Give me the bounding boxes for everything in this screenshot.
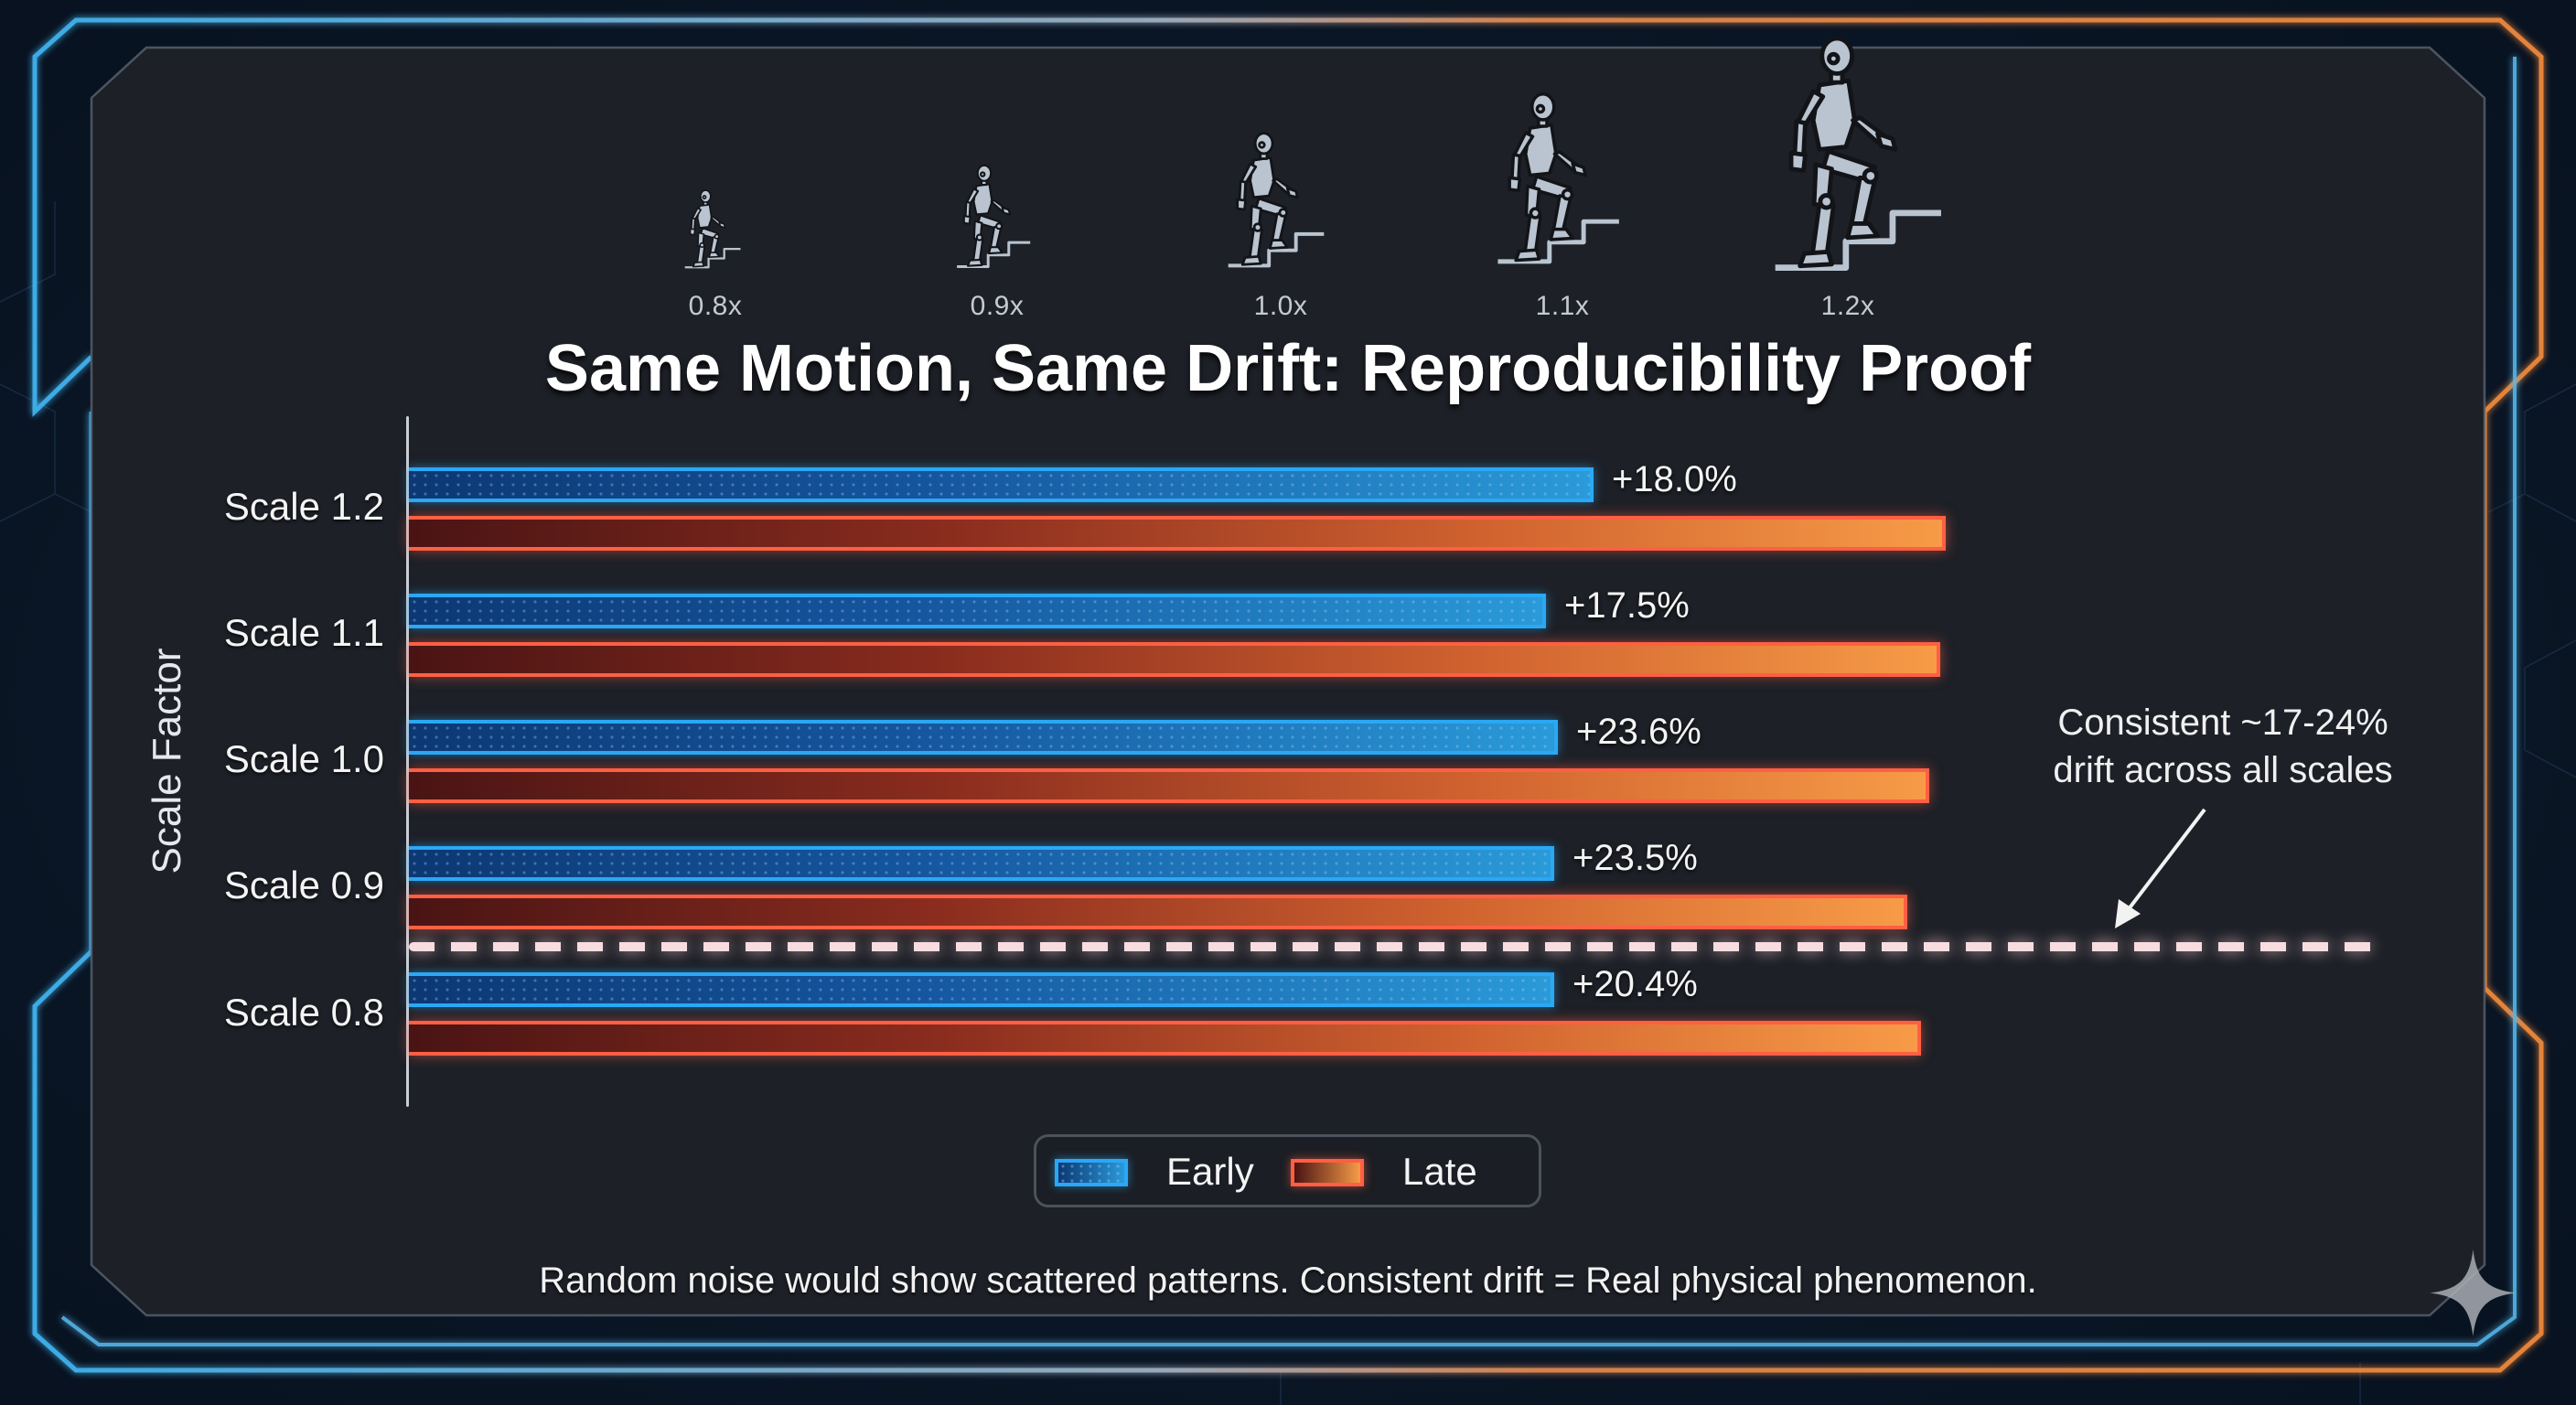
- drift-label-scale-1-1: +17.5%: [1564, 585, 1690, 626]
- robot-label-0-9x: 0.9x: [970, 291, 1025, 321]
- annotation-line-1: Consistent ~17-24%: [2057, 702, 2388, 743]
- drift-annotation: Consistent ~17-24% drift across all scal…: [1994, 699, 2452, 794]
- robot-stair-icon-1-1x: [1482, 62, 1647, 284]
- sparkle-star-icon: [2430, 1249, 2517, 1336]
- bar-late-scale-1-2: [409, 516, 1946, 551]
- robot-stair-icon-1-2x: [1761, 37, 1971, 284]
- footnote: Random noise would show scattered patter…: [539, 1260, 2037, 1301]
- drift-label-scale-0-8: +20.4%: [1572, 964, 1698, 1004]
- category-label-scale-0-8: Scale 0.8: [223, 991, 384, 1034]
- category-label-scale-0-9: Scale 0.9: [223, 863, 384, 906]
- robot-label-1-2x: 1.2x: [1820, 291, 1875, 321]
- drift-label-scale-1-0: +23.6%: [1576, 712, 1701, 752]
- annotation-line-2: drift across all scales: [2053, 750, 2393, 790]
- robot-stair-icon-0-9x: [955, 164, 1032, 269]
- bar-late-scale-1-0: [409, 768, 1929, 803]
- bar-late-scale-1-1: [409, 642, 1940, 677]
- dashed-reference-line: [409, 942, 2387, 951]
- drift-label-scale-0-9: +23.5%: [1572, 838, 1698, 878]
- category-label-scale-1-1: Scale 1.1: [223, 611, 384, 654]
- robot-label-0-8x: 0.8x: [688, 291, 743, 321]
- legend-label-late: Late: [1402, 1150, 1477, 1193]
- bar-early-scale-0-8: [409, 972, 1554, 1007]
- bar-late-scale-0-9: [409, 895, 1907, 929]
- category-label-scale-1-2: Scale 1.2: [223, 485, 384, 528]
- legend-swatch-late: [1291, 1159, 1364, 1186]
- bar-late-scale-0-8: [409, 1021, 1921, 1056]
- robot-label-1-1x: 1.1x: [1535, 291, 1590, 321]
- y-axis-line: [406, 416, 409, 1107]
- drift-label-scale-1-2: +18.0%: [1612, 459, 1737, 499]
- bar-early-scale-0-9: [409, 846, 1554, 881]
- bar-early-scale-1-1: [409, 594, 1546, 628]
- robot-stair-icon-1-0x: [1226, 131, 1326, 268]
- legend-label-early: Early: [1166, 1150, 1254, 1193]
- legend-swatch-early: [1055, 1159, 1128, 1186]
- bar-early-scale-1-0: [409, 720, 1558, 755]
- robot-label-1-0x: 1.0x: [1253, 291, 1308, 321]
- annotation-arrow-icon: [2115, 808, 2206, 928]
- chart-title: Same Motion, Same Drift: Reproducibility…: [544, 332, 2032, 405]
- robot-stair-icon-0-8x: [683, 188, 742, 269]
- category-label-scale-1-0: Scale 1.0: [223, 737, 384, 780]
- bar-early-scale-1-2: [409, 467, 1594, 502]
- chart-legend: Early Late: [1034, 1134, 1541, 1207]
